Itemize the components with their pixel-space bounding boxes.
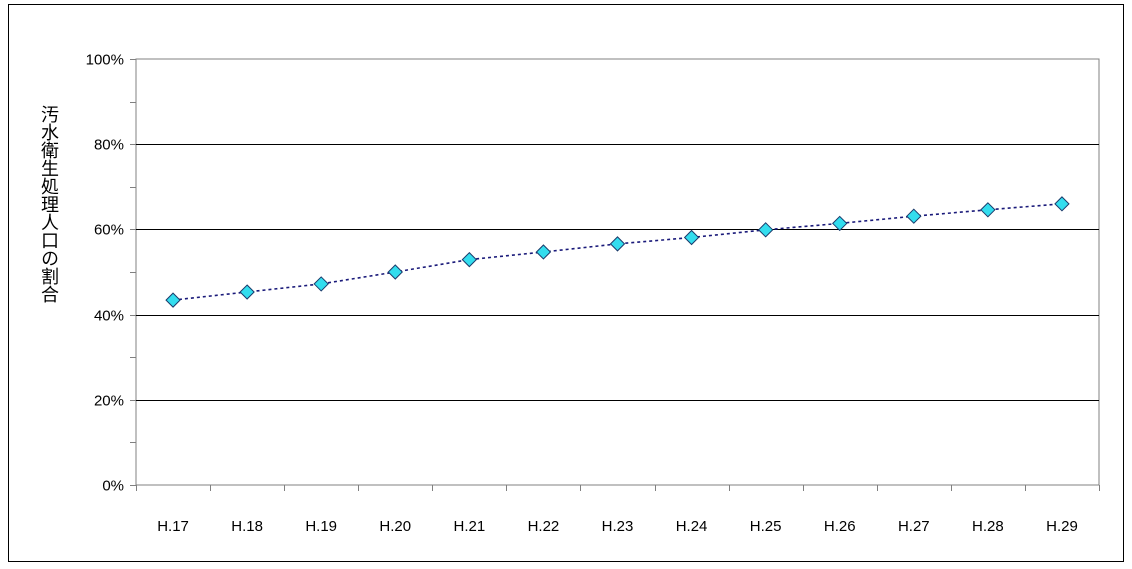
- data-point: [239, 284, 255, 300]
- data-point: [832, 215, 848, 232]
- data-point: [757, 222, 774, 238]
- data-point: [1054, 196, 1070, 212]
- x-tick-label: H.19: [305, 518, 337, 535]
- data-point: [165, 292, 181, 308]
- x-tick-label: H.28: [972, 518, 1004, 535]
- x-tick-label: H.18: [231, 518, 263, 535]
- y-tick-label: 20%: [94, 393, 124, 410]
- chart-frame: 0% 20% 40% 60% 80% 100% H.17 H.18 H.19 H.20 H.21 H.…: [8, 4, 1124, 562]
- x-tick-label: H.25: [750, 518, 782, 535]
- data-point: [313, 276, 329, 292]
- line-chart: 0% 20% 40% 60% 80% 100% H.17 H.18 H.19 H.20 H.21 H.…: [86, 52, 1100, 535]
- data-point: [387, 264, 403, 280]
- plot-area: [135, 58, 1100, 486]
- data-point: [535, 244, 552, 260]
- series-line: [172, 203, 1063, 301]
- x-tick-label: H.17: [157, 518, 189, 535]
- data-point: [609, 236, 626, 252]
- data-point: [683, 229, 700, 246]
- y-tick-label: 80%: [94, 137, 124, 154]
- y-tick-label: 40%: [94, 308, 124, 325]
- x-tick-label: H.27: [898, 518, 930, 535]
- x-tick-label: H.26: [824, 518, 856, 535]
- data-point: [461, 251, 478, 268]
- y-axis-label: 汚水衛生処理人口の割合: [38, 105, 59, 303]
- y-tick-label: 60%: [94, 222, 124, 239]
- data-point: [906, 208, 922, 224]
- x-tick-label: H.29: [1046, 518, 1078, 535]
- y-tick-label: 0%: [102, 478, 124, 495]
- x-tick-label: H.24: [676, 518, 708, 535]
- data-point: [980, 202, 996, 218]
- x-tick-label: H.22: [528, 518, 560, 535]
- x-tick-label: H.20: [379, 518, 411, 535]
- x-tick-label: H.21: [454, 518, 486, 535]
- x-tick-label: H.23: [602, 518, 634, 535]
- y-tick-label: 100%: [86, 52, 124, 69]
